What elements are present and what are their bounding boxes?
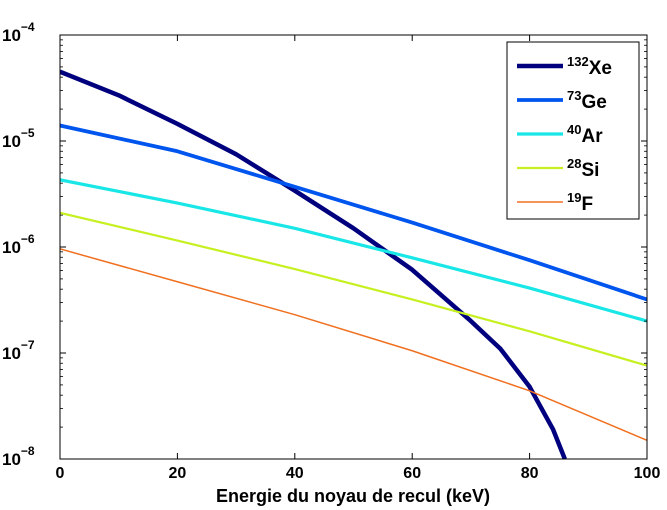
x-tick-label: 100	[634, 465, 661, 482]
legend-entry-ge: 73Ge	[567, 88, 607, 113]
series-line-ar	[60, 178, 647, 323]
x-tick-label: 80	[521, 465, 539, 482]
legend-element-symbol: Ar	[581, 126, 603, 147]
y-tick-label: 10−8	[2, 444, 35, 469]
legend-mass-number: 28	[567, 156, 581, 171]
x-tick-label: 0	[56, 465, 65, 482]
series-layer	[60, 69, 647, 459]
y-tick-exponent: −7	[21, 338, 35, 352]
x-tick-label: 20	[169, 465, 187, 482]
y-tick-base: 10	[2, 450, 21, 469]
series-line-f	[60, 248, 647, 442]
y-tick-base: 10	[2, 26, 21, 45]
series-line-ge	[60, 123, 647, 302]
x-tick-label: 40	[286, 465, 304, 482]
legend-mass-number: 19	[567, 190, 581, 205]
legend-entry-xe: 132Xe	[567, 54, 612, 79]
y-tick-label: 10−4	[2, 20, 35, 45]
legend-element-symbol: Ge	[581, 92, 606, 113]
y-tick-exponent: −4	[21, 20, 35, 34]
y-tick-base: 10	[2, 132, 21, 151]
x-axis-label: Energie du noyau de recul (keV)	[216, 486, 490, 506]
y-tick-exponent: −8	[21, 444, 35, 458]
series-line-si	[60, 211, 647, 367]
legend-element-symbol: Si	[581, 160, 599, 181]
legend-entry-si: 28Si	[567, 156, 599, 181]
legend-mass-number: 73	[567, 88, 581, 103]
y-tick-label: 10−6	[2, 232, 35, 257]
y-tick-exponent: −5	[21, 126, 35, 140]
x-tick-label: 60	[403, 465, 421, 482]
legend-box	[506, 41, 640, 220]
legend-element-symbol: Xe	[589, 58, 612, 79]
legend-entry-ar: 40Ar	[567, 122, 603, 147]
legend-element-symbol: F	[581, 194, 593, 215]
y-tick-base: 10	[2, 238, 21, 257]
y-tick-exponent: −6	[21, 232, 35, 246]
legend-mass-number: 132	[567, 54, 589, 69]
y-tick-label: 10−7	[2, 338, 35, 363]
y-tick-base: 10	[2, 344, 21, 363]
y-tick-label: 10−5	[2, 126, 35, 151]
legend-entry-f: 19F	[567, 190, 593, 215]
legend-mass-number: 40	[567, 122, 581, 137]
